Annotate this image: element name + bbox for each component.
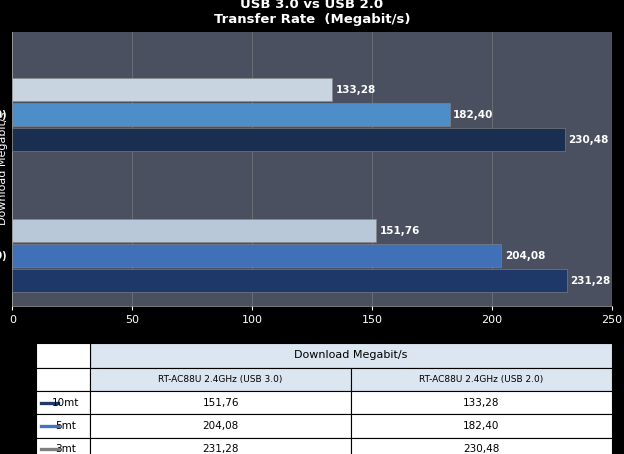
FancyBboxPatch shape xyxy=(39,401,61,405)
FancyBboxPatch shape xyxy=(39,447,61,451)
FancyBboxPatch shape xyxy=(36,415,90,438)
FancyBboxPatch shape xyxy=(36,391,90,415)
Text: RT-AC88U 2.4GHz (USB 3.0): RT-AC88U 2.4GHz (USB 3.0) xyxy=(0,251,6,261)
FancyBboxPatch shape xyxy=(90,415,351,438)
Bar xyxy=(12,219,376,242)
Title: Aggregate Throughput in Download 2.4GHz Band
USB 3.0 vs USB 2.0
Transfer Rate  (: Aggregate Throughput in Download 2.4GHz … xyxy=(127,0,497,26)
Bar xyxy=(12,103,449,126)
FancyBboxPatch shape xyxy=(351,391,612,415)
FancyBboxPatch shape xyxy=(36,368,90,391)
Text: 3mt: 3mt xyxy=(55,444,76,454)
FancyBboxPatch shape xyxy=(90,391,351,415)
Text: 231,28: 231,28 xyxy=(570,276,610,286)
FancyBboxPatch shape xyxy=(90,438,351,454)
Text: 230,48: 230,48 xyxy=(463,444,499,454)
Bar xyxy=(12,269,567,292)
Text: 133,28: 133,28 xyxy=(463,398,499,408)
Text: 151,76: 151,76 xyxy=(380,226,420,236)
Y-axis label: Download Megabit/s: Download Megabit/s xyxy=(0,112,8,225)
Text: 182,40: 182,40 xyxy=(453,110,494,120)
FancyBboxPatch shape xyxy=(36,438,90,454)
FancyBboxPatch shape xyxy=(36,343,90,368)
Text: RT-AC88U 2.4GHz (USB 2.0): RT-AC88U 2.4GHz (USB 2.0) xyxy=(0,110,6,120)
Text: RT-AC88U 2.4GHz (USB 3.0): RT-AC88U 2.4GHz (USB 3.0) xyxy=(158,375,283,384)
Text: 182,40: 182,40 xyxy=(463,421,499,431)
FancyBboxPatch shape xyxy=(90,368,351,391)
Text: 133,28: 133,28 xyxy=(336,85,376,95)
Text: 151,76: 151,76 xyxy=(202,398,239,408)
Bar xyxy=(12,78,332,101)
Text: Download Megabit/s: Download Megabit/s xyxy=(295,350,407,360)
FancyBboxPatch shape xyxy=(351,438,612,454)
FancyBboxPatch shape xyxy=(39,424,61,428)
FancyBboxPatch shape xyxy=(351,415,612,438)
Text: 231,28: 231,28 xyxy=(202,444,239,454)
FancyBboxPatch shape xyxy=(90,343,612,368)
Text: RT-AC88U 2.4GHz (USB 2.0): RT-AC88U 2.4GHz (USB 2.0) xyxy=(419,375,544,384)
Bar xyxy=(12,244,502,267)
Text: 204,08: 204,08 xyxy=(505,251,545,261)
Text: 5mt: 5mt xyxy=(55,421,76,431)
FancyBboxPatch shape xyxy=(351,368,612,391)
Text: 10mt: 10mt xyxy=(52,398,79,408)
Text: 204,08: 204,08 xyxy=(203,421,239,431)
Bar xyxy=(12,128,565,151)
Text: 230,48: 230,48 xyxy=(568,135,609,145)
